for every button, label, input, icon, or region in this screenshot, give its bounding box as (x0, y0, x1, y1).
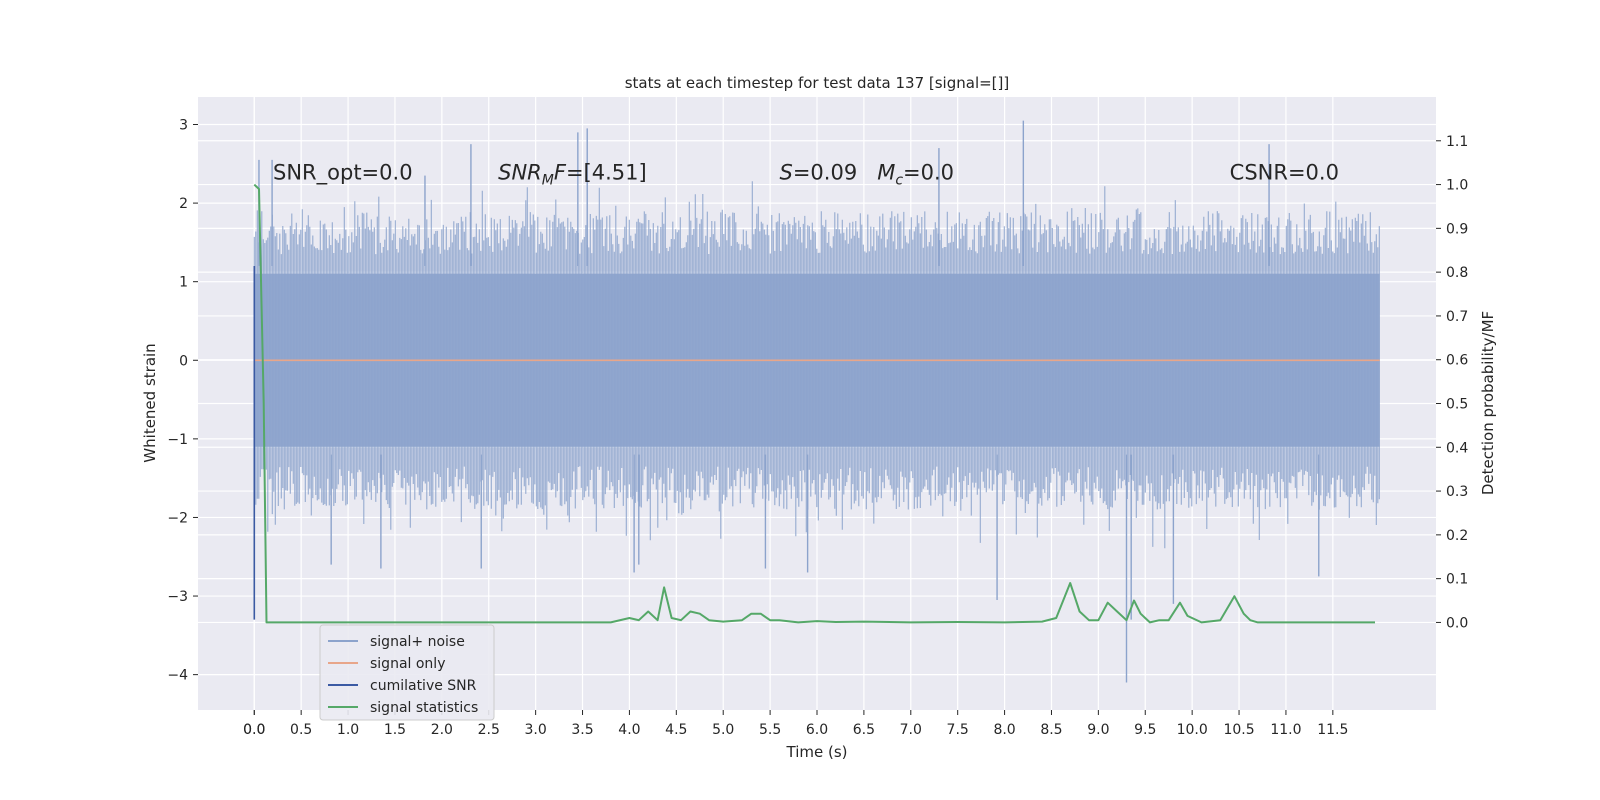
y-right-tick-label: 1.0 (1446, 178, 1468, 194)
legend: signal+ noise signal only cumilative SNR si… (319, 624, 495, 721)
y-left-tick-label: −1 (167, 432, 188, 448)
x-tick-label: 9.5 (1134, 722, 1156, 738)
x-tick-label: 0.0 (243, 722, 265, 738)
annotation-text: S=0.09 Mc=0.0 (779, 161, 954, 189)
y-axis-left-ticks: 3 2 1 0 −1 −2 −3 −4 (167, 118, 198, 684)
x-tick-label: 10.0 (1177, 722, 1208, 738)
y-left-tick-label: 2 (179, 196, 188, 212)
x-tick-label: 6.5 (853, 722, 875, 738)
y-right-tick-label: 0.0 (1446, 615, 1468, 631)
x-tick-label: 7.0 (900, 722, 922, 738)
annotation-text: SNR_opt=0.0 (273, 161, 413, 186)
x-tick-label: 8.5 (1040, 722, 1062, 738)
annotation-text: SNRMF=[4.51] (498, 161, 647, 189)
x-tick-label: 2.5 (478, 722, 500, 738)
x-tick-label: 5.5 (759, 722, 781, 738)
x-tick-label: 3.0 (525, 722, 547, 738)
y-right-tick-label: 0.6 (1446, 353, 1468, 369)
signal-statistics-line (253, 183, 1375, 624)
y-right-tick-label: 0.2 (1446, 528, 1468, 544)
y-left-tick-label: 1 (179, 275, 188, 291)
y-left-tick-label: −3 (167, 589, 188, 605)
y-axis-right-ticks: 1.1 1.0 0.9 0.8 0.7 0.6 0.5 0.4 0.3 0.2 0.1 0.0 (1436, 134, 1468, 631)
x-tick-label: 0.0 (243, 722, 265, 738)
x-tick-label: 11.5 (1317, 722, 1348, 738)
y-axis-left-title: Whitened strain (141, 343, 159, 462)
x-tick-label: 10.5 (1223, 722, 1254, 738)
legend-label: cumilative SNR (370, 678, 477, 694)
y-right-tick-label: 0.1 (1446, 572, 1468, 588)
x-tick-label: 5.0 (712, 722, 734, 738)
y-left-tick-label: −2 (167, 510, 188, 526)
legend-label: signal+ noise (370, 634, 465, 650)
annotations: SNR_opt=0.0 SNRMF=[4.51] S=0.09 Mc=0.0 CSNR… (273, 161, 1339, 189)
y-left-tick-label: −4 (167, 668, 188, 684)
chart-title: stats at each timestep for test data 137… (625, 74, 1010, 92)
x-tick-label: 1.0 (337, 722, 359, 738)
y-right-tick-label: 1.1 (1446, 134, 1468, 150)
x-tick-label: 11.0 (1270, 722, 1301, 738)
x-tick-label: 2.0 (431, 722, 453, 738)
x-tick-label: 3.5 (571, 722, 593, 738)
y-right-tick-label: 0.8 (1446, 265, 1468, 281)
annotation-text: CSNR=0.0 (1230, 161, 1339, 185)
y-axis-right-title: Detection probability/MF (1479, 311, 1497, 495)
y-right-tick-label: 0.5 (1446, 397, 1468, 413)
x-tick-label: 7.5 (947, 722, 969, 738)
y-right-tick-label: 0.7 (1446, 309, 1468, 325)
y-right-tick-label: 0.9 (1446, 221, 1468, 237)
y-left-tick-label: 0 (179, 353, 188, 369)
x-tick-label: 8.0 (993, 722, 1015, 738)
x-axis-title: Time (s) (786, 743, 848, 761)
x-tick-label: 4.5 (665, 722, 687, 738)
x-tick-label: 4.0 (618, 722, 640, 738)
x-tick-label: 9.0 (1087, 722, 1109, 738)
x-axis-ticks: 0.00.0 0.5 1.0 1.5 2.0 2.5 3.0 3.5 4.0 4.5 5.0 5.5 6… (243, 710, 1348, 738)
y-right-tick-label: 0.4 (1446, 440, 1468, 456)
legend-label: signal only (370, 656, 445, 672)
legend-label: signal statistics (370, 700, 478, 716)
y-left-tick-label: 3 (179, 118, 188, 134)
legend-box (319, 624, 495, 721)
x-tick-label: 6.0 (806, 722, 828, 738)
x-tick-label: 0.5 (290, 722, 312, 738)
x-tick-label: 1.5 (384, 722, 406, 738)
line-series-group (253, 183, 1380, 624)
y-right-tick-label: 0.3 (1446, 484, 1468, 500)
